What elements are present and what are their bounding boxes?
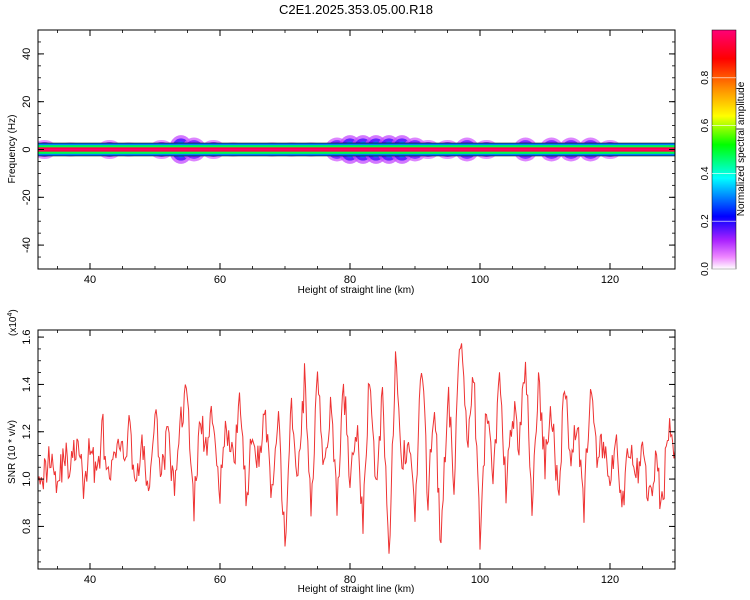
x-tick-label: 120 bbox=[601, 274, 619, 286]
y-tick-label: 40 bbox=[21, 48, 33, 60]
svg-text:(x104): (x104) bbox=[7, 309, 19, 336]
y-tick-label: 0 bbox=[21, 146, 33, 152]
snr-panel: 40 60 80 100 120 1.6 1.4 1.2 1.0 0.8 Height of s… bbox=[7, 309, 676, 595]
snr-y-scale-base: (x10 bbox=[8, 316, 19, 336]
colorbar-ticks: 0.0 0.2 0.4 0.6 0.8 bbox=[700, 70, 736, 276]
y-tick-label: 20 bbox=[21, 96, 33, 108]
y-tick-label: 1.2 bbox=[21, 424, 33, 439]
spectrogram-content bbox=[38, 135, 675, 164]
x-tick-label: 80 bbox=[344, 574, 356, 586]
colorbar-tick-label: 0.2 bbox=[700, 214, 711, 228]
snr-x-label: Height of straight line (km) bbox=[298, 584, 415, 595]
x-tick-label: 40 bbox=[84, 574, 96, 586]
y-tick-label: 1.4 bbox=[21, 377, 33, 392]
snr-frame bbox=[37, 329, 676, 570]
figure-title: C2E1.2025.353.05.00.R18 bbox=[279, 2, 433, 17]
colorbar-gradient bbox=[711, 29, 737, 270]
spectrogram-y-label: Frequency (Hz) bbox=[7, 115, 18, 184]
y-tick-label: -40 bbox=[21, 237, 33, 253]
spectrogram-x-ticks: 40 60 80 100 120 bbox=[57, 30, 676, 286]
snr-y-scale-exponent: 4 bbox=[7, 313, 14, 317]
y-tick-label: 1.6 bbox=[21, 329, 33, 344]
snr-y-ticks: 1.6 1.4 1.2 1.0 0.8 bbox=[21, 329, 675, 563]
colorbar-tick-label: 0.8 bbox=[700, 70, 711, 84]
snr-y-scale-close: ) bbox=[8, 309, 19, 312]
colorbar-label: Normalized spectral amplitude bbox=[736, 81, 747, 216]
x-tick-label: 60 bbox=[214, 274, 226, 286]
x-tick-label: 100 bbox=[471, 274, 489, 286]
snr-x-ticks: 40 60 80 100 120 bbox=[57, 330, 676, 586]
x-tick-label: 40 bbox=[84, 274, 96, 286]
snr-series-line bbox=[38, 343, 675, 554]
y-tick-label: 0.8 bbox=[21, 519, 33, 534]
colorbar-tick-label: 0.4 bbox=[700, 166, 711, 180]
snr-y-label: SNR (10 * v/v) bbox=[7, 420, 18, 484]
x-tick-label: 60 bbox=[214, 574, 226, 586]
spectrogram-y-ticks: 40 20 0 -20 -40 bbox=[21, 29, 675, 270]
snr-y-scale: (x104) bbox=[7, 309, 19, 336]
y-tick-label: 1.0 bbox=[21, 471, 33, 486]
x-tick-label: 100 bbox=[471, 574, 489, 586]
spectrogram-x-label: Height of straight line (km) bbox=[298, 285, 415, 296]
colorbar-tick-label: 0.0 bbox=[700, 262, 711, 276]
colorbar-tick-label: 0.6 bbox=[700, 118, 711, 132]
spectrogram-panel: 40 60 80 100 120 40 20 0 -20 -40 Height of strai… bbox=[7, 29, 676, 296]
colorbar: 0.0 0.2 0.4 0.6 0.8 Normalized spectral ampl… bbox=[700, 29, 747, 276]
x-tick-label: 120 bbox=[601, 574, 619, 586]
x-tick-label: 80 bbox=[344, 274, 356, 286]
y-tick-label: -20 bbox=[21, 189, 33, 205]
